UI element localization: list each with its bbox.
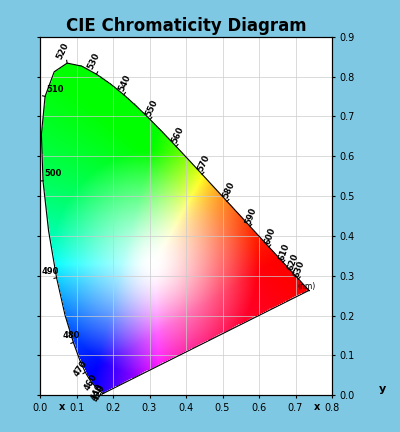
Text: 500: 500 [44, 168, 62, 178]
Text: 420: 420 [92, 384, 107, 403]
Text: 580: 580 [221, 181, 236, 200]
Text: 630: 630 [292, 260, 306, 279]
Text: 620: 620 [286, 253, 300, 272]
Text: 530: 530 [86, 51, 102, 71]
Text: 560: 560 [170, 125, 186, 145]
Text: 460: 460 [82, 372, 99, 392]
Text: 470: 470 [72, 359, 90, 378]
Text: 520: 520 [54, 41, 70, 61]
Text: 600: 600 [263, 227, 277, 246]
Text: y: y [379, 384, 386, 394]
Text: 510: 510 [46, 85, 64, 94]
Text: x: x [314, 401, 320, 412]
Text: 440: 440 [90, 382, 105, 402]
Text: 610: 610 [277, 242, 291, 261]
Text: 480: 480 [62, 331, 80, 340]
Title: CIE Chromaticity Diagram: CIE Chromaticity Diagram [66, 17, 306, 35]
Text: 540: 540 [117, 73, 133, 93]
Text: 570: 570 [196, 153, 212, 173]
Text: 490: 490 [42, 267, 59, 276]
Text: 550: 550 [144, 98, 159, 118]
Text: (nm): (nm) [297, 282, 316, 290]
Text: x: x [59, 401, 65, 412]
Text: 590: 590 [244, 206, 258, 226]
